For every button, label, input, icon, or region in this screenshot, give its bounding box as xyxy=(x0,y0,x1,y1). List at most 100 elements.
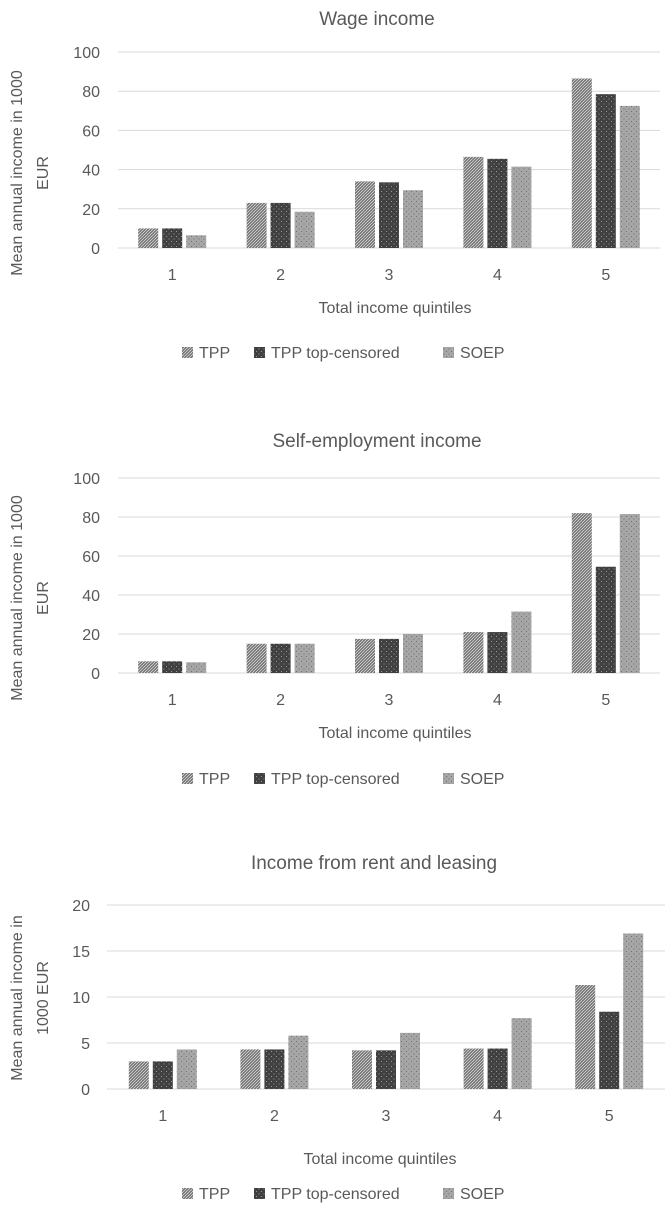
bar-tpp-q1 xyxy=(138,228,159,248)
y-axis-label: EUR xyxy=(35,581,52,615)
bar-tpp-top-censored-q2 xyxy=(264,1049,285,1089)
x-axis-label: Total income quintiles xyxy=(304,1151,457,1168)
legend-swatch-tpp-top-censored xyxy=(254,347,265,358)
x-tick-label: 4 xyxy=(493,692,502,709)
y-tick-label: 20 xyxy=(82,202,100,219)
bar-soep-q3 xyxy=(403,634,423,673)
legend: TPP TPP top-censored SOEP xyxy=(182,1186,504,1203)
bar-tpp-top-censored-q5 xyxy=(595,566,616,673)
legend: TPP TPP top-censored SOEP xyxy=(182,345,504,362)
bar-tpp-q4 xyxy=(463,632,484,673)
bar-tpp-q1 xyxy=(138,661,159,673)
bar-tpp-top-censored-q4 xyxy=(487,632,508,673)
bar-tpp-q3 xyxy=(355,638,375,673)
chart-2: Self-employment income 0 20 40 60 80 100 Mean a… xyxy=(9,431,660,788)
bar-tpp-top-censored-q4 xyxy=(487,158,508,248)
bar-soep-q3 xyxy=(403,190,423,248)
y-tick-label: 80 xyxy=(82,84,100,101)
bar-tpp-top-censored-q3 xyxy=(379,638,399,673)
y-tick-label: 100 xyxy=(73,45,100,62)
bar-tpp-q4 xyxy=(463,1048,484,1089)
bar-tpp-top-censored-q5 xyxy=(595,94,616,248)
bar-soep-q3 xyxy=(400,1032,420,1089)
y-tick-label: 0 xyxy=(81,1082,90,1099)
y-tick-label: 0 xyxy=(91,666,100,683)
bar-tpp-q2 xyxy=(246,643,267,673)
legend-label-tpp-top-censored: TPP top-censored xyxy=(271,1186,400,1203)
bar-soep-q1 xyxy=(186,662,207,673)
bar-soep-q2 xyxy=(294,643,315,673)
y-tick-label: 15 xyxy=(72,944,90,961)
y-axis-label: EUR xyxy=(35,156,52,190)
legend-label-tpp-top-censored: TPP top-censored xyxy=(271,345,400,362)
x-tick-label: 2 xyxy=(270,1108,279,1125)
x-tick-label: 4 xyxy=(493,267,502,284)
legend-label-soep: SOEP xyxy=(460,1186,504,1203)
x-tick-label: 1 xyxy=(158,1108,167,1125)
bar-tpp-q4 xyxy=(463,156,484,248)
bar-soep-q5 xyxy=(619,105,640,249)
legend-label-tpp: TPP xyxy=(199,345,230,362)
bar-soep-q4 xyxy=(511,166,532,248)
x-axis-label: Total income quintiles xyxy=(319,300,472,317)
x-tick-label: 2 xyxy=(276,267,285,284)
y-axis-label: Mean annual income in 1000 xyxy=(9,495,26,701)
x-tick-label: 2 xyxy=(276,692,285,709)
legend-swatch-soep xyxy=(443,347,454,358)
bar-tpp-q5 xyxy=(571,513,592,673)
legend-swatch-tpp xyxy=(182,1188,193,1199)
legend-swatch-tpp xyxy=(182,773,193,784)
bar-tpp-q5 xyxy=(571,78,592,249)
bar-tpp-q3 xyxy=(355,181,375,248)
y-tick-label: 5 xyxy=(81,1036,90,1053)
legend-swatch-soep xyxy=(443,773,454,784)
bar-soep-q1 xyxy=(186,235,207,248)
y-tick-label: 20 xyxy=(82,627,100,644)
y-axis-label: Mean annual income in xyxy=(9,915,26,1080)
bar-soep-q2 xyxy=(288,1035,309,1089)
bar-tpp-q2 xyxy=(240,1049,261,1089)
bar-soep-q4 xyxy=(511,1018,532,1089)
y-tick-label: 40 xyxy=(82,163,100,180)
bar-tpp-top-censored-q1 xyxy=(162,228,183,248)
chart-title: Self-employment income xyxy=(272,431,481,452)
bar-soep-q5 xyxy=(619,514,640,673)
legend-swatch-tpp xyxy=(182,347,193,358)
bar-soep-q1 xyxy=(176,1049,197,1089)
bar-soep-q2 xyxy=(294,211,315,248)
legend-label-tpp-top-censored: TPP top-censored xyxy=(271,771,400,788)
x-tick-label: 3 xyxy=(382,1108,391,1125)
x-axis-label: Total income quintiles xyxy=(319,725,472,742)
legend-label-tpp: TPP xyxy=(199,1186,230,1203)
x-tick-label: 4 xyxy=(493,1108,502,1125)
y-axis-label: 1000 EUR xyxy=(35,961,52,1035)
bar-tpp-top-censored-q3 xyxy=(379,182,399,248)
y-tick-label: 60 xyxy=(82,123,100,140)
bar-tpp-q1 xyxy=(128,1061,149,1089)
bar-tpp-top-censored-q3 xyxy=(376,1050,396,1089)
x-tick-label: 1 xyxy=(168,267,177,284)
y-tick-label: 40 xyxy=(82,588,100,605)
chart-1: Wage income 0 20 40 60 80 100 Mean annual incom… xyxy=(9,9,660,362)
legend: TPP TPP top-censored SOEP xyxy=(182,771,504,788)
bar-soep-q5 xyxy=(623,933,644,1089)
x-tick-label: 5 xyxy=(601,267,610,284)
chart-title: Income from rent and leasing xyxy=(251,853,497,874)
chart-title: Wage income xyxy=(319,9,434,30)
legend-swatch-tpp-top-censored xyxy=(254,773,265,784)
bar-tpp-q5 xyxy=(575,985,596,1089)
bar-tpp-top-censored-q1 xyxy=(152,1061,173,1089)
legend-label-soep: SOEP xyxy=(460,771,504,788)
bar-tpp-top-censored-q4 xyxy=(487,1048,508,1089)
x-tick-label: 3 xyxy=(385,692,394,709)
x-tick-label: 1 xyxy=(168,692,177,709)
y-tick-label: 60 xyxy=(82,549,100,566)
x-tick-label: 5 xyxy=(605,1108,614,1125)
bar-tpp-q3 xyxy=(352,1050,372,1089)
legend-swatch-tpp-top-censored xyxy=(254,1188,265,1199)
x-tick-label: 5 xyxy=(601,692,610,709)
bar-soep-q4 xyxy=(511,611,532,673)
x-tick-label: 3 xyxy=(385,267,394,284)
y-tick-label: 10 xyxy=(72,990,90,1007)
